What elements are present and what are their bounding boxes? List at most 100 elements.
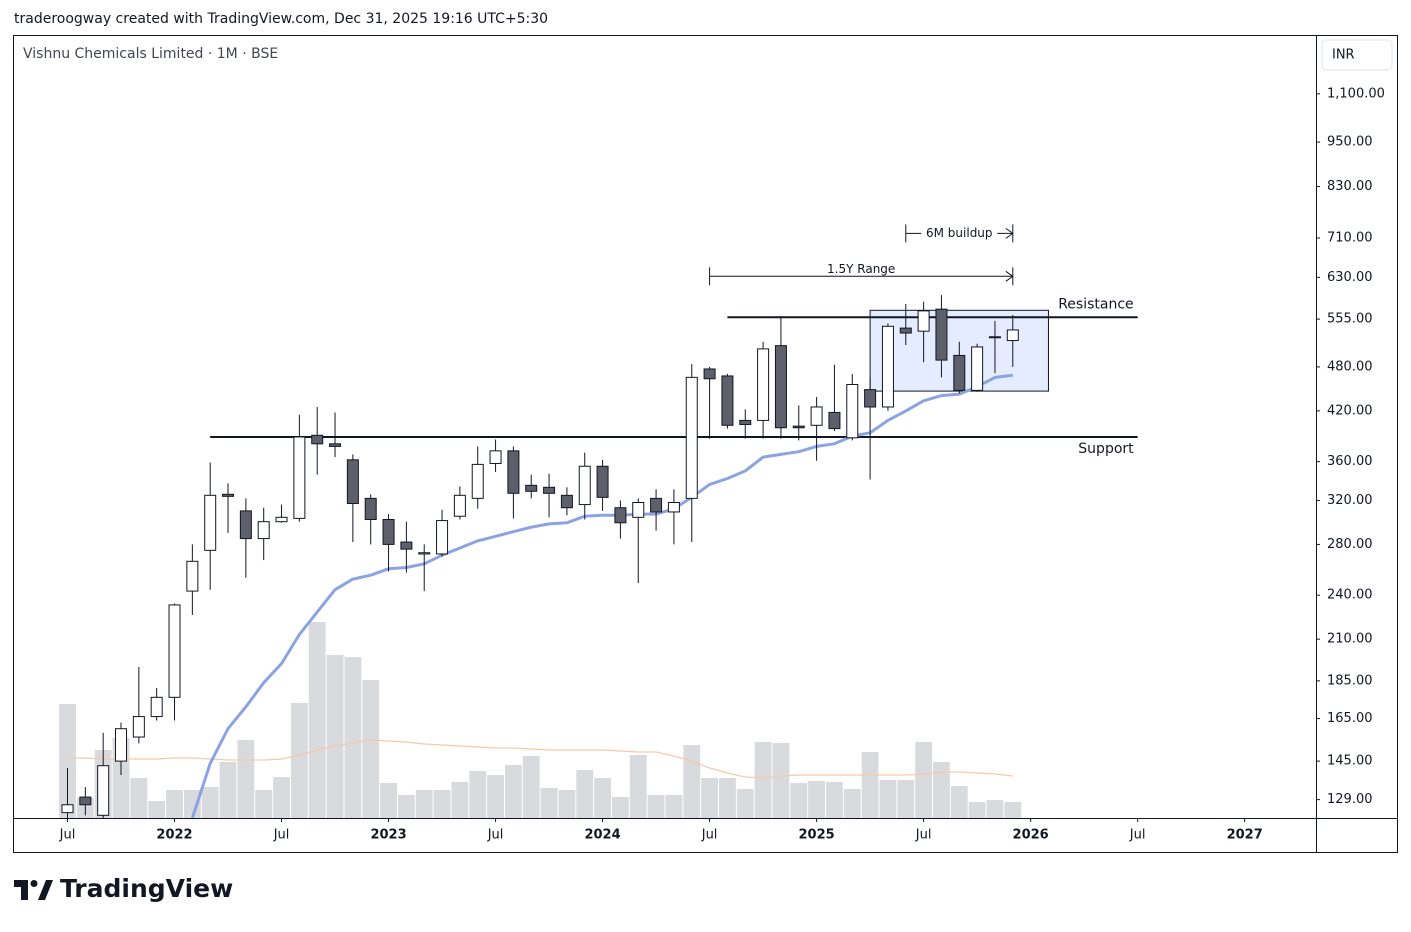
y-tick-label: 710.00 (1327, 230, 1373, 245)
volume-bar (843, 789, 861, 818)
candle-body (560, 494, 573, 509)
y-tick-label: 480.00 (1327, 359, 1373, 374)
candle-body (810, 406, 823, 426)
volume-bar (683, 745, 701, 818)
volume-bar (790, 783, 808, 818)
x-tick-label: Jul (273, 828, 290, 843)
buildup-label: 6M buildup (926, 226, 993, 240)
volume-bar (986, 800, 1004, 818)
volume-bar (397, 795, 415, 818)
x-tick-label: 2022 (156, 828, 192, 843)
y-tick-label: 145.00 (1327, 754, 1373, 769)
currency: INR (1332, 48, 1355, 63)
x-tick-label: Jul (1129, 828, 1146, 843)
candle-body (757, 348, 770, 421)
candle-body (471, 463, 484, 499)
candle-body (1006, 329, 1019, 342)
candle-body (79, 796, 92, 806)
candle-body (275, 516, 288, 523)
candle-body (614, 507, 627, 524)
y-tick-label: 240.00 (1327, 588, 1373, 603)
candle-body (418, 552, 431, 555)
candle-body (774, 345, 787, 429)
volume-bar (701, 778, 719, 818)
candle-body (132, 716, 145, 738)
candle-body (685, 376, 698, 499)
volume-bar (148, 801, 166, 818)
y-tick-label: 165.00 (1327, 711, 1373, 726)
x-tick-label: Jul (59, 828, 76, 843)
resistance-label: Resistance (1058, 296, 1133, 312)
candle-body (881, 325, 894, 408)
candle-body (150, 696, 163, 718)
candle-body (828, 411, 841, 430)
volume-bar (130, 778, 148, 818)
logo-icon (14, 880, 53, 900)
candle-body (739, 419, 752, 425)
volume-bar (915, 742, 933, 818)
volume-bar (754, 742, 772, 818)
candle-body (596, 465, 609, 498)
volume-bar (576, 770, 594, 818)
chart-title: Vishnu Chemicals Limited · 1M · BSE (23, 46, 278, 62)
volume-bar (522, 756, 540, 818)
volume-bar (558, 790, 576, 818)
y-tick-label: 129.00 (1327, 792, 1373, 807)
candle-body (186, 560, 199, 592)
y-tick-label: 950.00 (1327, 135, 1373, 150)
volume-bar (487, 775, 504, 818)
volume-bar (826, 782, 843, 818)
y-tick-label: 420.00 (1327, 403, 1373, 418)
candle-body (507, 450, 520, 494)
candle-body (792, 425, 805, 429)
candle-body (667, 501, 680, 513)
y-tick-label: 320.00 (1327, 493, 1373, 508)
candle-body (293, 436, 306, 519)
volume-bar (326, 655, 344, 818)
candle-body (364, 497, 377, 520)
candle-body (204, 494, 217, 551)
y-tick-label: 280.00 (1327, 537, 1373, 552)
candle-body (721, 375, 734, 426)
volume-bar (183, 790, 201, 818)
volume-bar (808, 781, 826, 818)
x-tick-label: 2027 (1227, 828, 1263, 843)
candle-body (115, 728, 128, 762)
volume-bar (950, 786, 968, 818)
candle-body (971, 346, 984, 391)
range-label: 1.5Y Range (827, 262, 895, 276)
chart-frame (13, 35, 1398, 853)
x-tick-label: 2023 (370, 828, 406, 843)
volume-bar (968, 802, 986, 818)
volume-bar (273, 777, 290, 818)
y-tick-label: 360.00 (1327, 454, 1373, 469)
volume-bar (59, 704, 76, 818)
volume-bar (433, 790, 451, 818)
header-text: traderoogway created with TradingView.co… (14, 11, 548, 27)
candle-body (329, 443, 342, 447)
volume-bar (594, 778, 611, 818)
volume-bar (611, 797, 629, 818)
plot-area: Support Resistance 1.5Y Range 6M buildup (59, 224, 1138, 818)
candle-body (988, 336, 1001, 339)
volume-bar (201, 787, 219, 818)
candle-body (61, 804, 74, 814)
candle-body (846, 384, 859, 439)
logo-text: TradingView (60, 874, 233, 903)
volume-bar (451, 782, 469, 818)
x-tick-label: 2026 (1013, 828, 1049, 843)
volume-bar (879, 780, 897, 818)
candle-body (168, 604, 181, 698)
volume-ma-line (67, 739, 1013, 779)
candle-body (525, 484, 538, 492)
y-tick-label: 185.00 (1327, 673, 1373, 688)
candle-body (650, 497, 663, 513)
y-tick-label: 210.00 (1327, 632, 1373, 647)
volume-bar (166, 790, 183, 818)
volume-bar (344, 657, 362, 818)
support-label: Support (1078, 441, 1134, 457)
buildup-label-bg (921, 224, 998, 243)
volume-bar (897, 780, 915, 818)
